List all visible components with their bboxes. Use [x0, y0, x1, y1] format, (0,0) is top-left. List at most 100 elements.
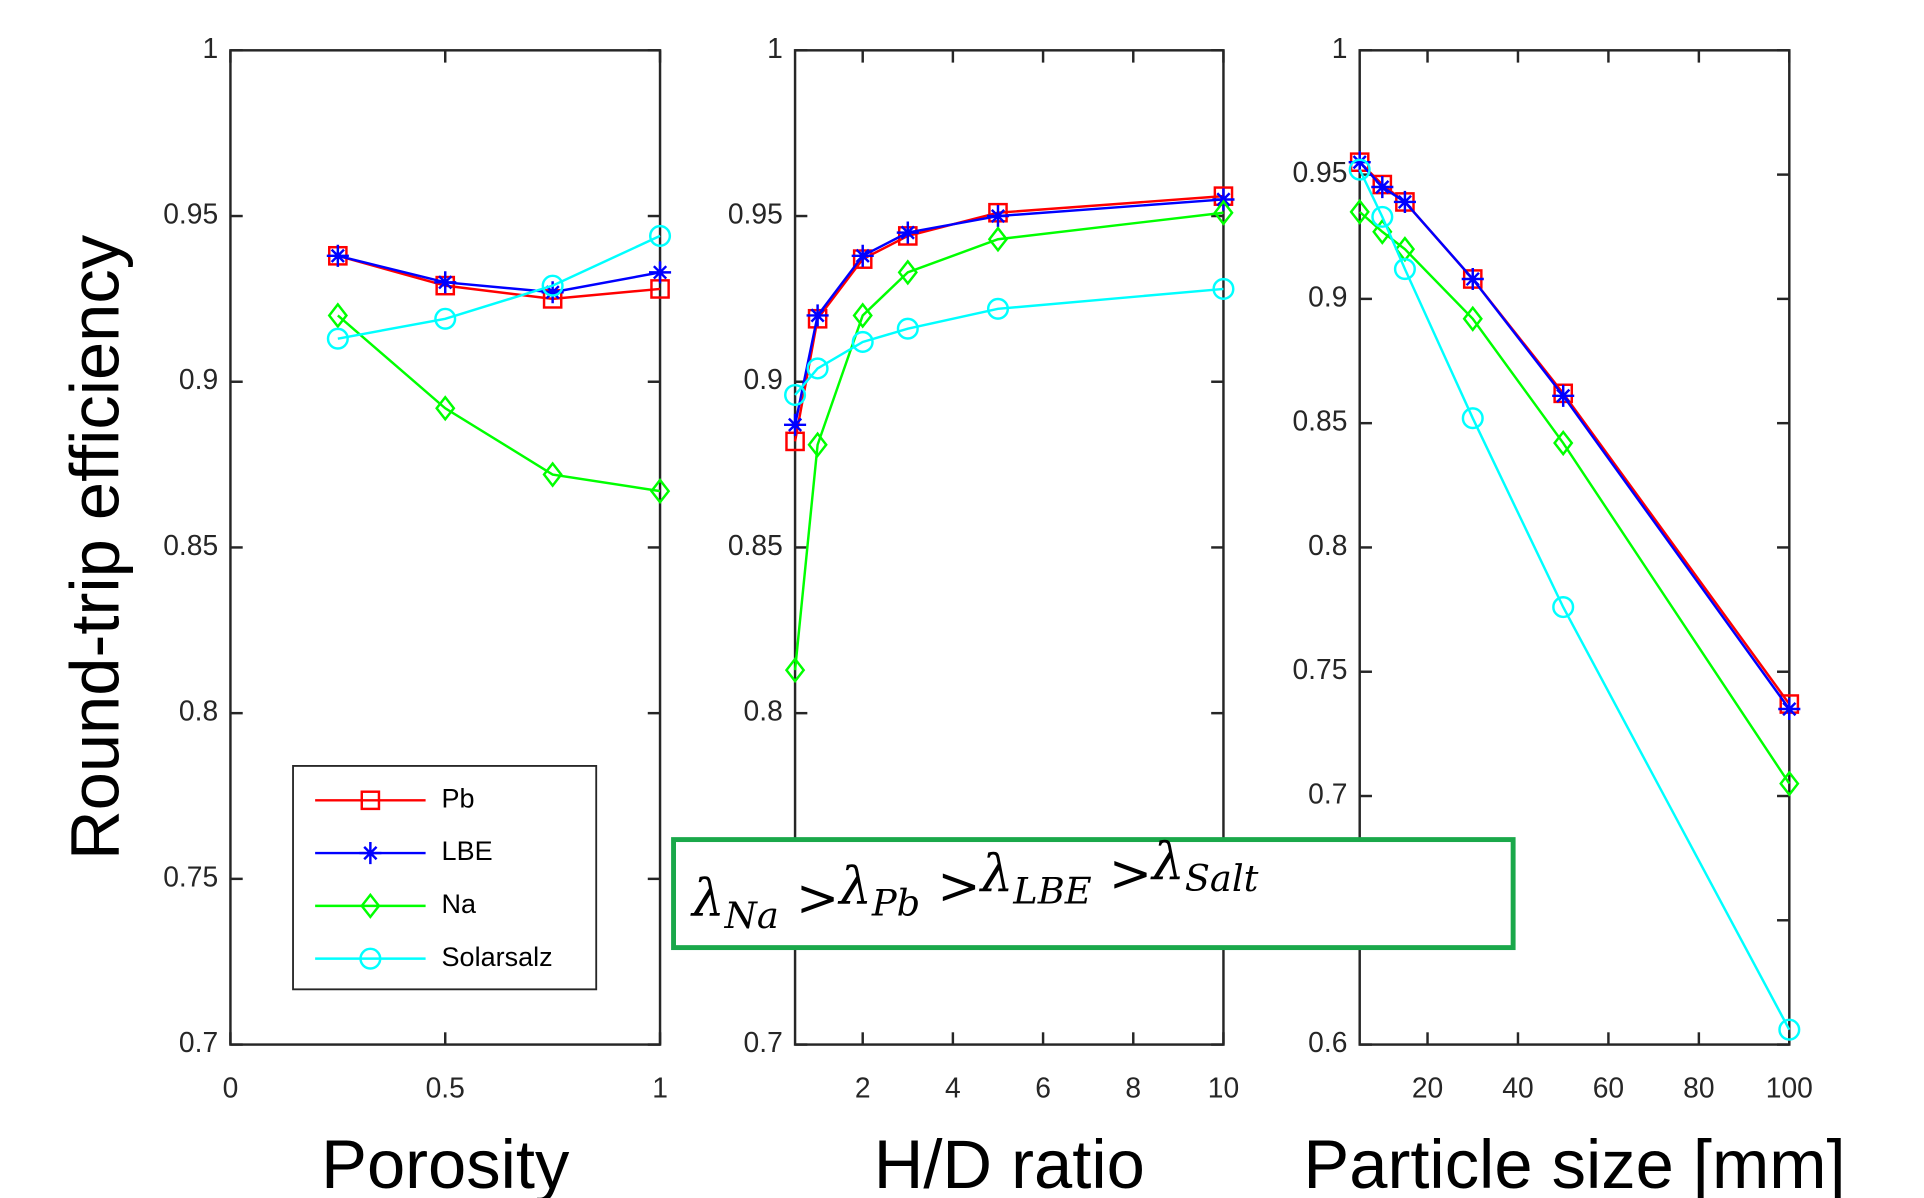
marker	[896, 221, 919, 244]
x-tick-label: 100	[1766, 1071, 1813, 1103]
annotation-symbol: λ	[690, 869, 725, 929]
y-tick-label: 0.75	[1293, 653, 1348, 685]
marker	[1778, 697, 1801, 721]
marker	[851, 244, 874, 267]
marker	[986, 297, 1010, 320]
x-tick-label: 20	[1412, 1071, 1443, 1103]
marker	[784, 383, 807, 407]
x-axis-label: H/D ratio	[874, 1126, 1145, 1198]
marker	[1348, 158, 1371, 181]
y-tick-label: 1	[767, 32, 783, 64]
line	[337, 254, 661, 294]
marker	[1348, 151, 1371, 174]
annotation-symbol: λ	[837, 856, 872, 916]
y-tick-label: 0.9	[744, 363, 783, 395]
marker	[807, 431, 828, 458]
marker	[806, 304, 829, 327]
y-axis-label: Round-trip efficiency	[57, 234, 134, 860]
marker	[1553, 430, 1574, 457]
x-tick-label: 8	[1125, 1071, 1141, 1103]
line	[337, 314, 661, 493]
marker	[806, 357, 829, 380]
y-tick-label: 0.8	[744, 695, 783, 727]
marker	[359, 947, 382, 970]
marker	[648, 261, 672, 284]
y-tick-label: 0.85	[728, 529, 783, 561]
marker	[1552, 596, 1575, 619]
y-tick-label: 0.8	[1308, 529, 1347, 561]
y-tick-label: 0.95	[1293, 156, 1348, 188]
marker	[326, 327, 349, 350]
y-tick-label: 0.9	[179, 363, 218, 395]
y-tick-label: 0.7	[744, 1026, 783, 1058]
annotation-subscript: Salt	[1185, 857, 1259, 900]
marker	[1349, 198, 1370, 225]
annotation-relation: >	[937, 856, 980, 916]
marker	[1393, 190, 1416, 213]
annotation-symbol: λ	[1150, 832, 1185, 892]
legend-label: Solarsalz	[442, 942, 553, 972]
legend-label: LBE	[442, 836, 493, 866]
annotation-relation: >	[796, 869, 839, 929]
line	[794, 287, 1224, 396]
y-tick-label: 0.7	[1308, 777, 1347, 809]
marker	[648, 224, 672, 247]
marker	[1212, 277, 1235, 300]
annotation-subscript: Na	[724, 894, 779, 937]
x-tick-label: 80	[1683, 1071, 1714, 1103]
x-tick-label: 4	[945, 1071, 961, 1103]
line	[1358, 210, 1791, 785]
x-tick-label: 2	[855, 1071, 871, 1103]
marker	[326, 244, 349, 267]
y-tick-label: 0.7	[179, 1026, 218, 1058]
annotation-relation: >	[1109, 844, 1152, 904]
marker	[1462, 305, 1483, 332]
line	[337, 254, 661, 301]
marker	[541, 274, 564, 297]
marker	[852, 302, 873, 329]
marker	[1371, 175, 1394, 199]
line	[337, 234, 661, 340]
marker	[851, 330, 874, 354]
marker	[1461, 407, 1484, 430]
x-tick-label: 10	[1208, 1071, 1239, 1103]
y-tick-label: 1	[1332, 32, 1348, 64]
y-tick-label: 0.8	[179, 695, 218, 727]
x-tick-label: 1	[652, 1071, 668, 1103]
annotation-subscript: LBE	[1012, 869, 1091, 912]
marker	[987, 226, 1009, 253]
y-tick-label: 0.95	[163, 197, 218, 229]
y-tick-label: 1	[202, 32, 218, 64]
marker	[327, 302, 348, 329]
marker	[435, 395, 456, 422]
marker	[784, 657, 806, 684]
x-tick-label: 0	[223, 1071, 239, 1103]
y-tick-label: 0.9	[1308, 280, 1347, 312]
marker	[359, 842, 382, 865]
line	[793, 211, 1224, 671]
marker	[1461, 267, 1484, 291]
annotation-box	[671, 837, 1516, 951]
x-tick-label: 0.5	[426, 1071, 465, 1103]
legend	[292, 765, 598, 991]
marker	[541, 281, 564, 304]
marker	[1213, 199, 1234, 226]
y-tick-label: 0.85	[163, 529, 218, 561]
marker	[986, 204, 1010, 228]
y-tick-label: 0.95	[728, 197, 783, 229]
annotation-subscript: Pb	[871, 882, 920, 925]
marker	[360, 790, 381, 811]
marker	[542, 461, 563, 488]
legend-label: Pb	[442, 783, 475, 813]
marker	[1371, 205, 1394, 228]
marker	[1778, 1018, 1801, 1041]
annotation-symbol: λ	[979, 844, 1014, 904]
marker	[434, 307, 457, 330]
x-axis-label: Particle size [mm]	[1303, 1126, 1845, 1198]
marker	[896, 317, 919, 340]
marker	[1393, 258, 1416, 281]
line	[793, 198, 1224, 426]
marker	[360, 892, 381, 919]
legend-label: Na	[442, 889, 477, 919]
